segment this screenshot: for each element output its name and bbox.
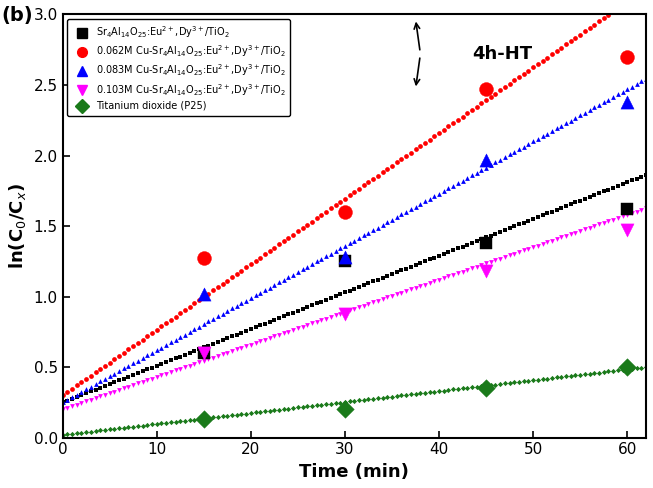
Point	[481, 267, 491, 275]
Point	[622, 363, 633, 371]
Point	[340, 253, 350, 261]
Point	[481, 156, 491, 163]
Text: 4h-HT: 4h-HT	[472, 45, 532, 63]
Point	[622, 53, 633, 61]
Point	[481, 85, 491, 93]
Y-axis label: ln(C$_0$/C$_x$): ln(C$_0$/C$_x$)	[7, 183, 28, 269]
Legend: Sr$_4$Al$_{14}$O$_{25}$:Eu$^{2+}$,Dy$^{3+}$/TiO$_2$, 0.062M Cu-Sr$_4$Al$_{14}$O$: Sr$_4$Al$_{14}$O$_{25}$:Eu$^{2+}$,Dy$^{3…	[67, 20, 290, 116]
Point	[340, 257, 350, 265]
Text: (b): (b)	[1, 6, 33, 25]
Point	[199, 255, 209, 263]
Point	[622, 98, 633, 106]
Point	[481, 385, 491, 392]
X-axis label: Time (min): Time (min)	[299, 463, 409, 481]
Point	[199, 290, 209, 298]
Point	[340, 309, 350, 317]
Point	[622, 205, 633, 213]
Point	[199, 415, 209, 423]
Point	[622, 226, 633, 234]
Point	[481, 239, 491, 247]
Point	[340, 208, 350, 216]
Point	[199, 349, 209, 357]
Point	[199, 349, 209, 357]
Point	[340, 406, 350, 413]
